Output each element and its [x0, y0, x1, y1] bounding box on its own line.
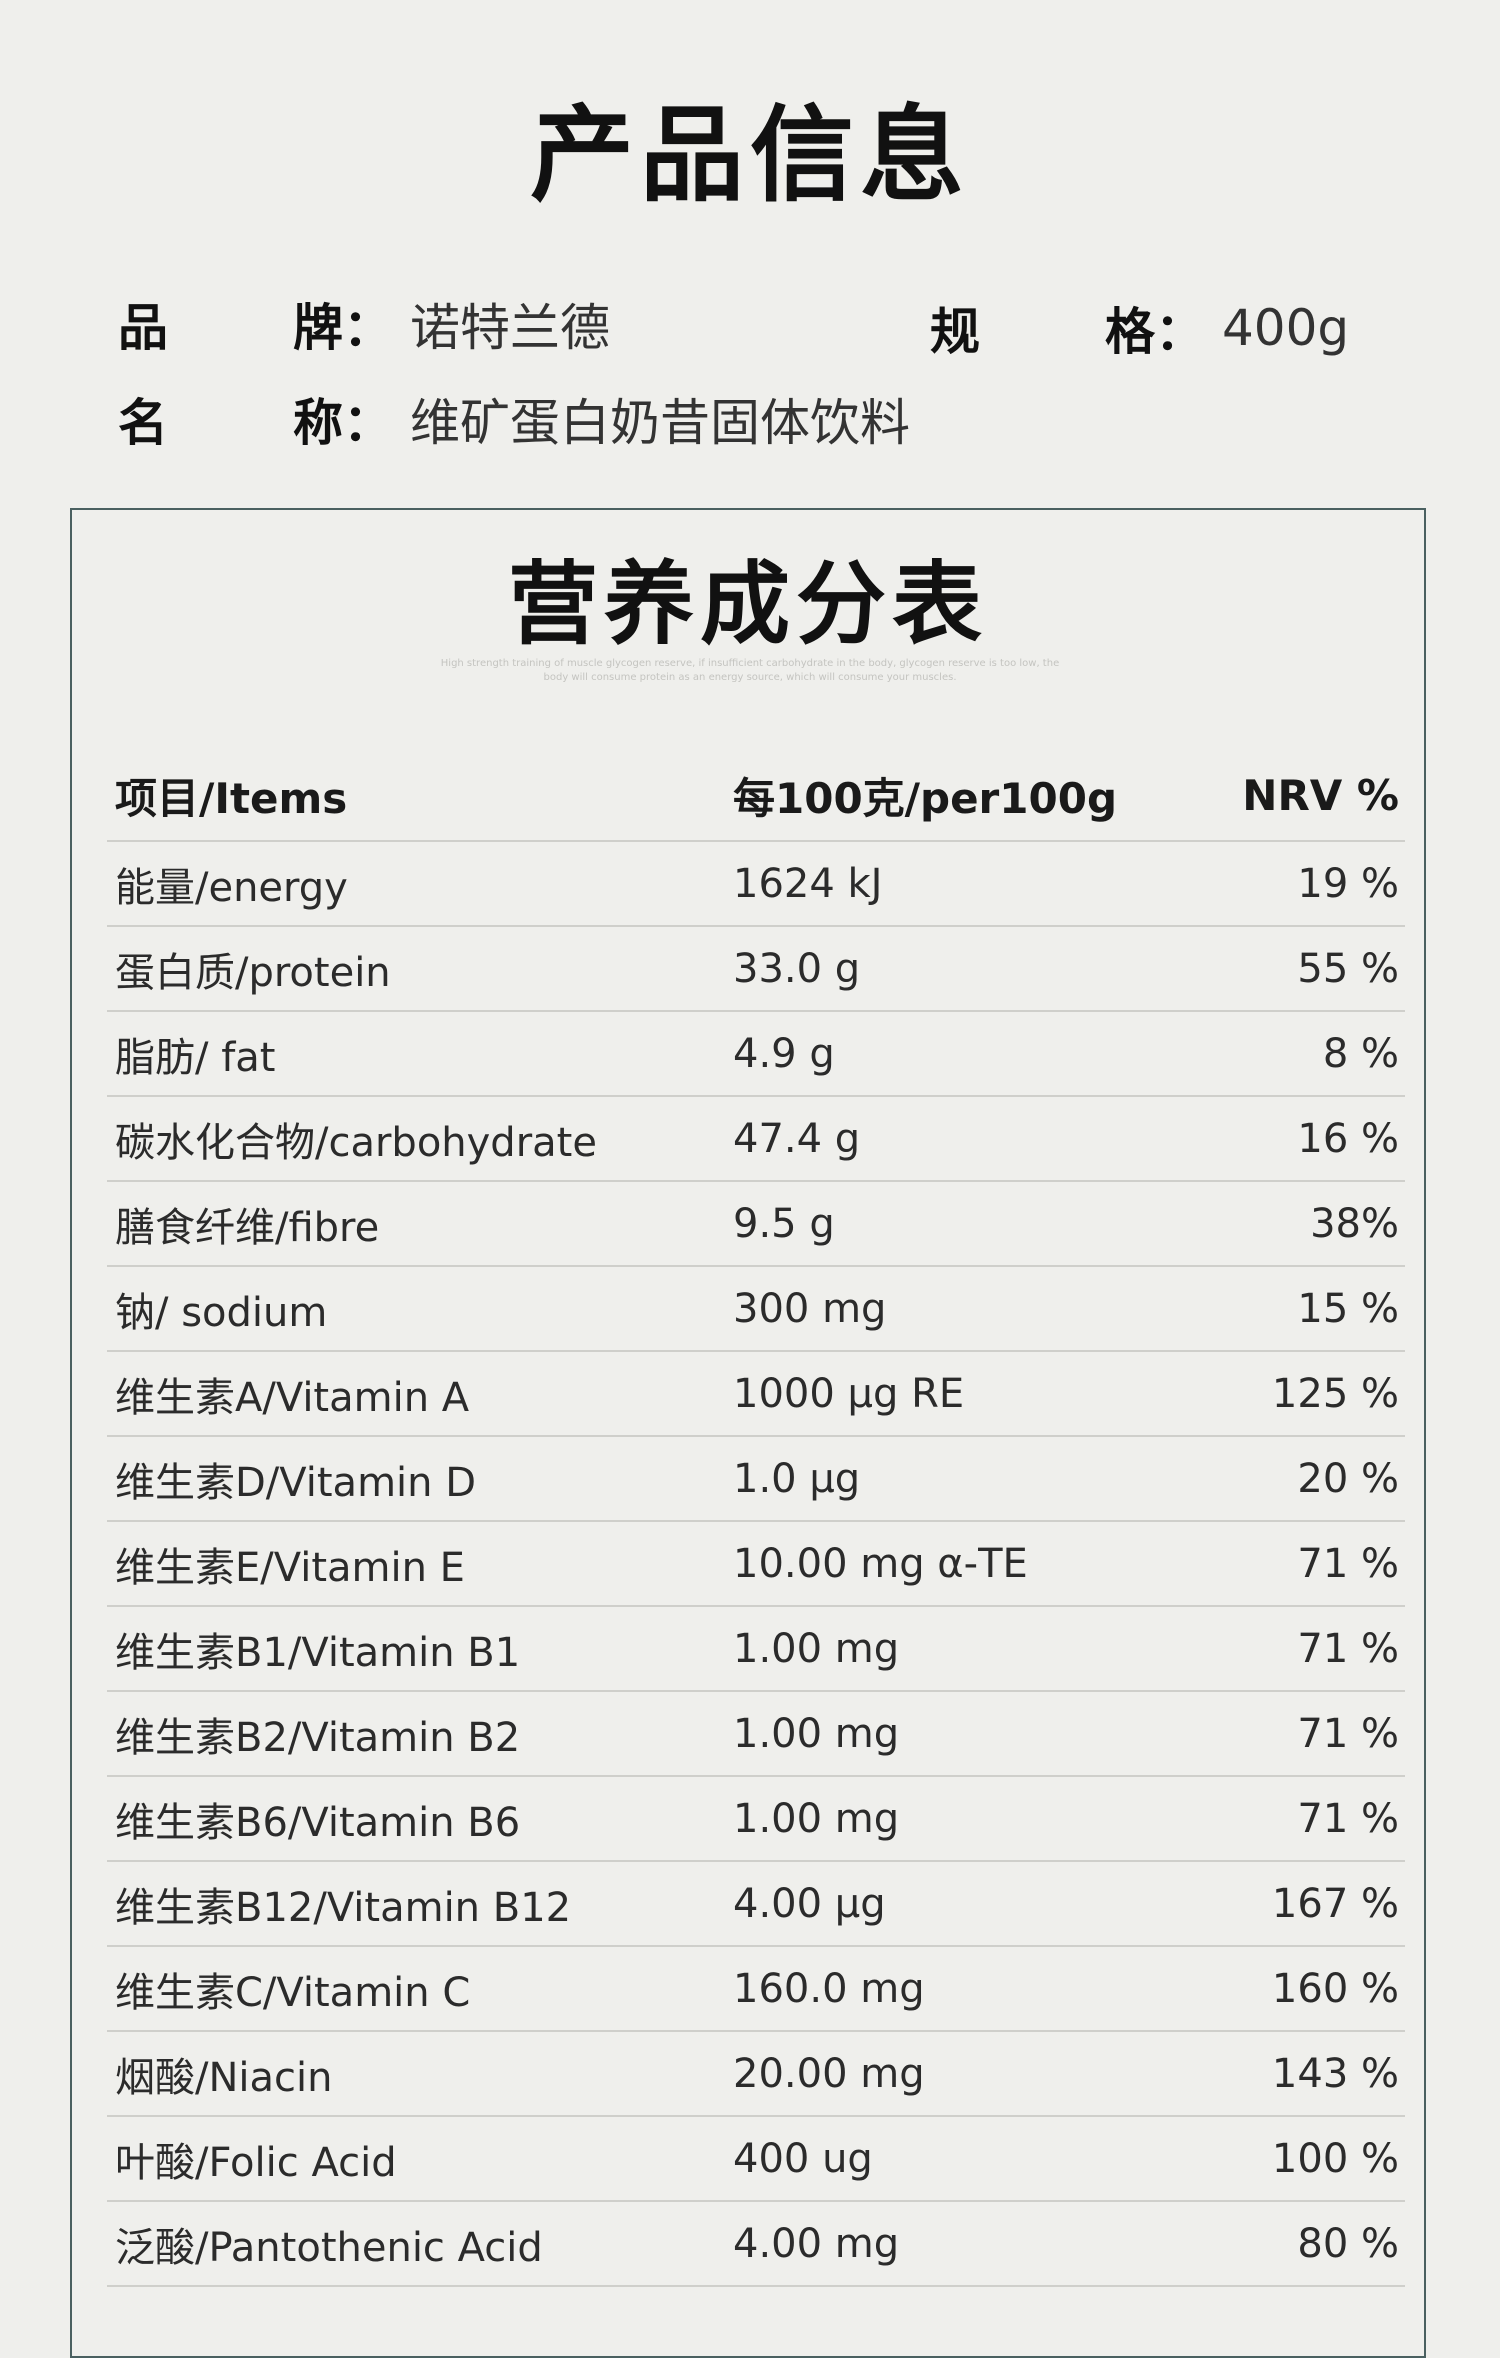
table-row: 钠/ sodium 300 mg 15 % [107, 1267, 1405, 1352]
header-per100g: 每100克/per100g [733, 773, 1118, 823]
row-nrv: 143 % [1271, 2050, 1399, 2097]
nutrition-title: 营养成分表 [508, 552, 988, 657]
row-per100g: 10.00 mg α-TE [733, 1540, 1028, 1587]
table-row: 蛋白质/protein 33.0 g 55 % [107, 927, 1405, 1012]
row-per100g: 47.4 g [733, 1115, 861, 1162]
table-row: 脂肪/ fat 4.9 g 8 % [107, 1012, 1405, 1097]
row-nrv: 80 % [1297, 2220, 1399, 2267]
subcaption-line-1: High strength training of muscle glycoge… [440, 658, 1060, 669]
row-per100g: 4.9 g [733, 1030, 835, 1077]
row-item: 能量/energy [115, 864, 348, 911]
table-row: 维生素B2/Vitamin B2 1.00 mg 71 % [107, 1692, 1405, 1777]
table-row: 维生素C/Vitamin C 160.0 mg 160 % [107, 1947, 1405, 2032]
row-per100g: 400 ug [733, 2135, 873, 2182]
row-nrv: 16 % [1297, 1115, 1399, 1162]
row-item: 维生素B6/Vitamin B6 [115, 1799, 521, 1846]
nutrition-subcaption: High strength training of muscle glycoge… [322, 657, 1178, 685]
row-nrv: 71 % [1297, 1710, 1399, 1757]
row-per100g: 300 mg [733, 1285, 887, 1332]
row-item: 维生素B1/Vitamin B1 [115, 1629, 521, 1676]
row-per100g: 1.00 mg [733, 1795, 900, 1842]
row-per100g: 1624 kJ [733, 860, 883, 907]
row-item: 维生素A/Vitamin A [115, 1374, 470, 1421]
brand-label-first: 品 [118, 299, 168, 357]
row-per100g: 1000 μg RE [733, 1370, 965, 1417]
nutrition-panel: 营养成分表 High strength training of muscle g… [70, 508, 1426, 2358]
brand-value: 诺特兰德 [410, 299, 610, 357]
table-row: 叶酸/Folic Acid 400 ug 100 % [107, 2117, 1405, 2202]
table-row: 维生素B6/Vitamin B6 1.00 mg 71 % [107, 1777, 1405, 1862]
row-nrv: 71 % [1297, 1540, 1399, 1587]
spec-value: 400g [1222, 299, 1350, 357]
table-row: 维生素A/Vitamin A 1000 μg RE 125 % [107, 1352, 1405, 1437]
row-nrv: 20 % [1297, 1455, 1399, 1502]
row-item: 维生素B12/Vitamin B12 [115, 1884, 572, 1931]
page-title: 产品信息 [529, 94, 970, 216]
spec-label-first: 规 [930, 303, 980, 361]
table-row: 烟酸/Niacin 20.00 mg 143 % [107, 2032, 1405, 2117]
row-item: 泛酸/Pantothenic Acid [115, 2224, 543, 2271]
row-per100g: 4.00 mg [733, 2220, 900, 2267]
row-item: 维生素B2/Vitamin B2 [115, 1714, 521, 1761]
row-nrv: 71 % [1297, 1795, 1399, 1842]
table-row: 能量/energy 1624 kJ 19 % [107, 842, 1405, 927]
table-row: 维生素B12/Vitamin B12 4.00 μg 167 % [107, 1862, 1405, 1947]
row-nrv: 38% [1310, 1200, 1399, 1247]
row-per100g: 9.5 g [733, 1200, 835, 1247]
row-per100g: 4.00 μg [733, 1880, 886, 1927]
row-item: 烟酸/Niacin [115, 2054, 333, 2101]
row-nrv: 100 % [1271, 2135, 1399, 2182]
spec-label-second: 格： [1105, 303, 1205, 361]
brand-row: 品 牌： 诺特兰德 [118, 288, 610, 368]
row-item: 维生素C/Vitamin C [115, 1969, 471, 2016]
table-row: 维生素E/Vitamin E 10.00 mg α-TE 71 % [107, 1522, 1405, 1607]
table-row: 膳食纤维/fibre 9.5 g 38% [107, 1182, 1405, 1267]
header-nrv: NRV % [1242, 770, 1399, 820]
name-label-first: 名 [118, 394, 168, 452]
row-item: 叶酸/Folic Acid [115, 2139, 397, 2186]
row-item: 脂肪/ fat [115, 1034, 276, 1081]
row-nrv: 55 % [1297, 945, 1399, 992]
row-per100g: 20.00 mg [733, 2050, 925, 2097]
row-item: 碳水化合物/carbohydrate [115, 1119, 597, 1166]
table-row: 维生素B1/Vitamin B1 1.00 mg 71 % [107, 1607, 1405, 1692]
row-nrv: 19 % [1297, 860, 1399, 907]
header-item: 项目/Items [115, 773, 348, 823]
table-header-row: 项目/Items 每100克/per100g NRV % [107, 750, 1405, 842]
table-row: 泛酸/Pantothenic Acid 4.00 mg 80 % [107, 2202, 1405, 2287]
subcaption-line-2: body will consume protein as an energy s… [543, 672, 957, 683]
row-per100g: 1.0 μg [733, 1455, 861, 1502]
row-nrv: 160 % [1271, 1965, 1399, 2012]
name-label-second: 称： [293, 394, 393, 452]
row-per100g: 1.00 mg [733, 1710, 900, 1757]
row-per100g: 1.00 mg [733, 1625, 900, 1672]
nutrition-table: 项目/Items 每100克/per100g NRV % 能量/energy 16… [107, 750, 1405, 2287]
row-item: 维生素D/Vitamin D [115, 1459, 477, 1506]
row-per100g: 33.0 g [733, 945, 861, 992]
name-row: 名 称： 维矿蛋白奶昔固体饮料 [118, 383, 910, 463]
row-nrv: 71 % [1297, 1625, 1399, 1672]
spec-row: 规 格： 400g [930, 288, 1349, 368]
row-nrv: 125 % [1271, 1370, 1399, 1417]
row-item: 维生素E/Vitamin E [115, 1544, 465, 1591]
table-row: 维生素D/Vitamin D 1.0 μg 20 % [107, 1437, 1405, 1522]
row-nrv: 15 % [1297, 1285, 1399, 1332]
name-value: 维矿蛋白奶昔固体饮料 [410, 394, 910, 452]
brand-label-second: 牌： [293, 299, 393, 357]
table-row: 碳水化合物/carbohydrate 47.4 g 16 % [107, 1097, 1405, 1182]
row-per100g: 160.0 mg [733, 1965, 925, 2012]
row-nrv: 167 % [1271, 1880, 1399, 1927]
row-nrv: 8 % [1322, 1030, 1399, 1077]
row-item: 蛋白质/protein [115, 949, 391, 996]
row-item: 钠/ sodium [115, 1289, 328, 1336]
row-item: 膳食纤维/fibre [115, 1204, 380, 1251]
